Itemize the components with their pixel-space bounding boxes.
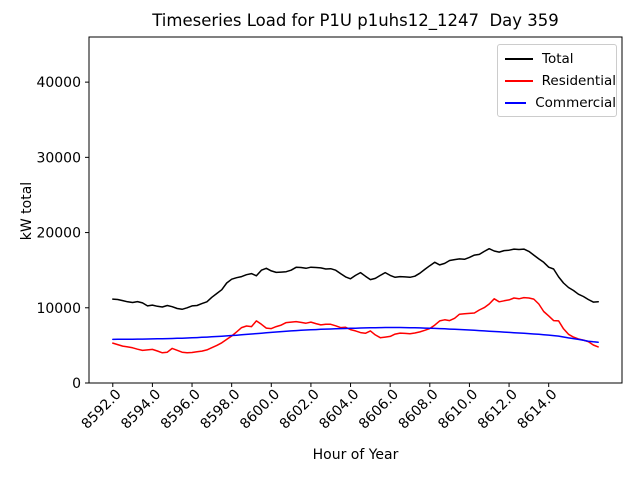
svg-text:8598.0: 8598.0	[198, 387, 244, 433]
svg-text:8610.0: 8610.0	[435, 387, 481, 433]
series-line-total	[112, 247, 599, 311]
chart-title: Timeseries Load for P1U p1uhs12_1247 Day…	[152, 11, 559, 30]
legend-label-total: Total	[542, 51, 574, 67]
svg-text:30000: 30000	[36, 150, 81, 166]
svg-text:40000: 40000	[36, 75, 81, 91]
svg-text:8596.0: 8596.0	[158, 387, 204, 433]
legend-label-residential: Residential	[541, 73, 616, 89]
series-line-commercial	[112, 326, 599, 343]
legend-label-commercial: Commercial	[535, 95, 616, 111]
legend-line-total	[505, 58, 533, 60]
x-axis-label: Hour of Year	[312, 447, 399, 463]
y-axis-ticks: 0 10000 20000 30000 40000	[36, 75, 89, 392]
svg-text:8606.0: 8606.0	[356, 387, 402, 433]
svg-text:8592.0: 8592.0	[79, 387, 125, 433]
series-line-residential	[112, 296, 599, 354]
svg-text:8612.0: 8612.0	[475, 387, 521, 433]
svg-text:8594.0: 8594.0	[118, 387, 164, 433]
svg-text:10000: 10000	[36, 301, 81, 317]
svg-text:8604.0: 8604.0	[316, 387, 362, 433]
svg-text:8602.0: 8602.0	[277, 387, 323, 433]
svg-text:8600.0: 8600.0	[237, 387, 283, 433]
legend: Total Residential Commercial	[497, 44, 617, 117]
axes-frame	[88, 36, 623, 384]
legend-line-residential	[505, 80, 533, 82]
legend-item-commercial: Commercial	[498, 92, 616, 114]
x-axis-ticks: 8592.08594.08596.08598.08600.08602.08604…	[79, 383, 561, 432]
svg-text:8614.0: 8614.0	[515, 387, 561, 433]
svg-text:20000: 20000	[36, 226, 81, 242]
legend-item-total: Total	[498, 48, 616, 70]
legend-item-residential: Residential	[498, 70, 616, 92]
y-axis-label: kW total	[19, 181, 35, 241]
svg-text:0: 0	[72, 376, 81, 392]
legend-line-commercial	[505, 102, 527, 104]
svg-text:8608.0: 8608.0	[396, 387, 442, 433]
